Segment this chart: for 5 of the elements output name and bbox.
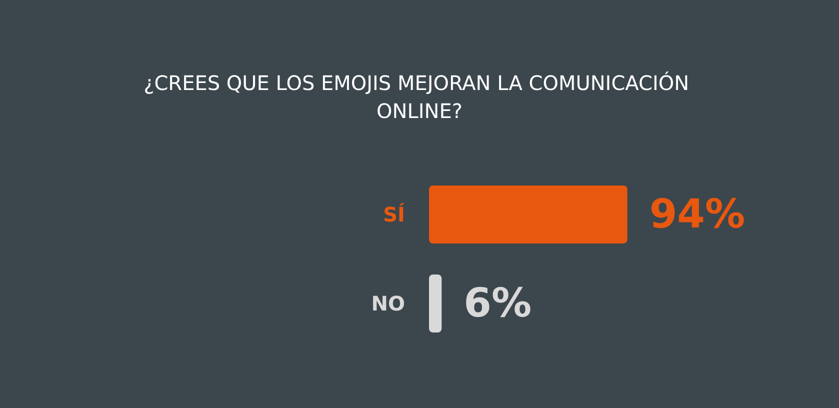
chart-title: ¿CREES QUE LOS EMOJIS MEJORAN LA COMUNICACIÓN ONLINE?: [144, 71, 696, 123]
data-label: 6%: [464, 280, 532, 326]
y-tick-label: SÍ: [383, 202, 405, 226]
y-tick-label: NO: [371, 292, 405, 316]
data-label: 94%: [649, 192, 746, 238]
